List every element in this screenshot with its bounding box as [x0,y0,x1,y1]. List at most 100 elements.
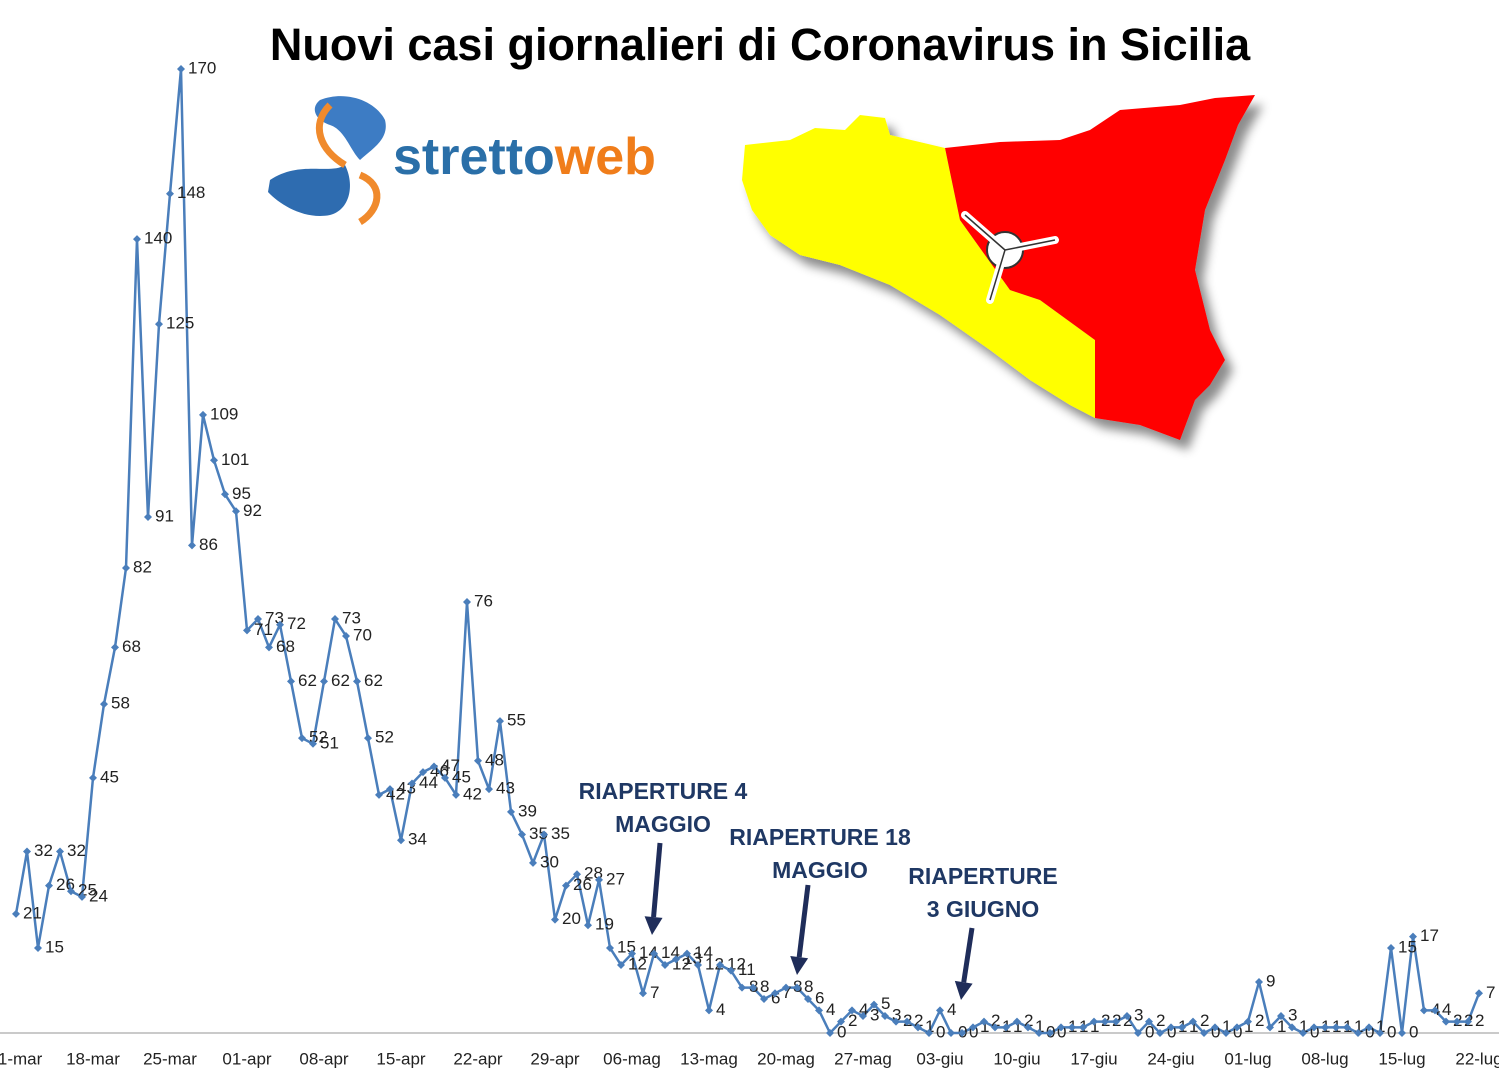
annotation-arrow [651,842,663,918]
data-point [265,643,273,652]
data-point [1365,1023,1373,1032]
data-label: 47 [441,756,460,775]
data-label: 24 [89,886,108,905]
data-label: 51 [320,733,339,752]
data-point [980,1017,988,1026]
data-label: 34 [408,830,427,849]
data-point [12,909,20,918]
x-tick-label: 29-apr [530,1049,579,1068]
data-point [331,615,339,624]
data-label: 2 [914,1011,923,1030]
data-point [661,960,669,969]
data-point [562,881,570,890]
x-tick-label: 03-giu [916,1049,963,1068]
logo-part: stretto [393,128,555,186]
arrow-head [954,980,973,1000]
data-label: 4 [947,1000,956,1019]
data-label: 7 [1486,983,1495,1002]
data-point [738,983,746,992]
data-label: 68 [122,637,141,656]
arrow-head [790,956,809,975]
data-label: 8 [760,977,769,996]
data-label: 1 [1013,1017,1022,1036]
data-label: 1 [1299,1017,1308,1036]
data-point [826,1029,834,1037]
data-point [815,1006,823,1015]
data-label: 68 [276,637,295,656]
data-label: 42 [463,784,482,803]
data-point [1343,1023,1351,1032]
data-label: 109 [210,404,238,423]
data-point [749,983,757,992]
data-point [650,949,658,958]
data-point [529,858,537,867]
data-label: 14 [639,943,658,962]
annotation: RIAPERTURE 18 [729,824,911,850]
x-tick-label: 24-giu [1147,1049,1194,1068]
data-point [958,1029,966,1037]
data-point [1233,1023,1241,1032]
data-point [155,320,163,329]
data-point [1112,1017,1120,1026]
data-label: 0 [1211,1022,1220,1041]
data-point [628,949,636,958]
data-label: 32 [67,841,86,860]
data-point [1244,1017,1252,1026]
data-label: 2 [1123,1011,1132,1030]
data-point [199,410,207,419]
data-point [287,677,295,686]
data-point [639,989,647,998]
data-point [969,1023,977,1032]
data-point [1090,1017,1098,1026]
data-label: 2 [1024,1011,1033,1030]
data-label: 1 [1354,1017,1363,1036]
data-point [1024,1023,1032,1032]
data-point [243,626,251,635]
data-point [56,847,64,856]
data-point [474,756,482,765]
data-label: 0 [1409,1022,1418,1041]
sicily-map [742,95,1255,440]
x-tick-label: 10-giu [993,1049,1040,1068]
data-point [1321,1023,1329,1032]
x-tick-label: 15-apr [376,1049,425,1068]
data-point [364,734,372,743]
x-tick-label: 01-lug [1224,1049,1271,1068]
data-point [694,960,702,969]
data-point [1409,932,1417,941]
annotation: MAGGIO [772,857,868,883]
data-label: 0 [1310,1022,1319,1041]
data-label: 20 [562,909,581,928]
data-point [881,1011,889,1020]
data-point [617,960,625,969]
data-label: 73 [342,609,361,628]
data-point [1442,1017,1450,1026]
data-point [793,983,801,992]
data-label: 82 [133,557,152,576]
data-point [672,955,680,964]
logo-text: strettoweb [393,128,656,186]
data-label: 2 [1156,1011,1165,1030]
data-label: 55 [507,711,526,730]
data-point [1266,1023,1274,1032]
data-label: 72 [287,614,306,633]
data-point [540,830,548,839]
data-label: 21 [23,903,42,922]
x-tick-label: 08-lug [1301,1049,1348,1068]
data-label: 26 [573,875,592,894]
x-tick-label: 11-mar [0,1049,43,1068]
data-point [1387,943,1395,952]
data-point [34,943,42,952]
data-point [727,966,735,975]
data-point [188,541,196,550]
data-label: 148 [177,183,205,202]
data-label: 15 [1398,937,1417,956]
data-point [1398,1029,1406,1037]
data-label: 1 [1244,1017,1253,1036]
data-point [947,1029,955,1037]
data-point [1046,1029,1054,1037]
data-point [1035,1029,1043,1037]
data-point [1420,1006,1428,1015]
data-label: 125 [166,314,194,333]
